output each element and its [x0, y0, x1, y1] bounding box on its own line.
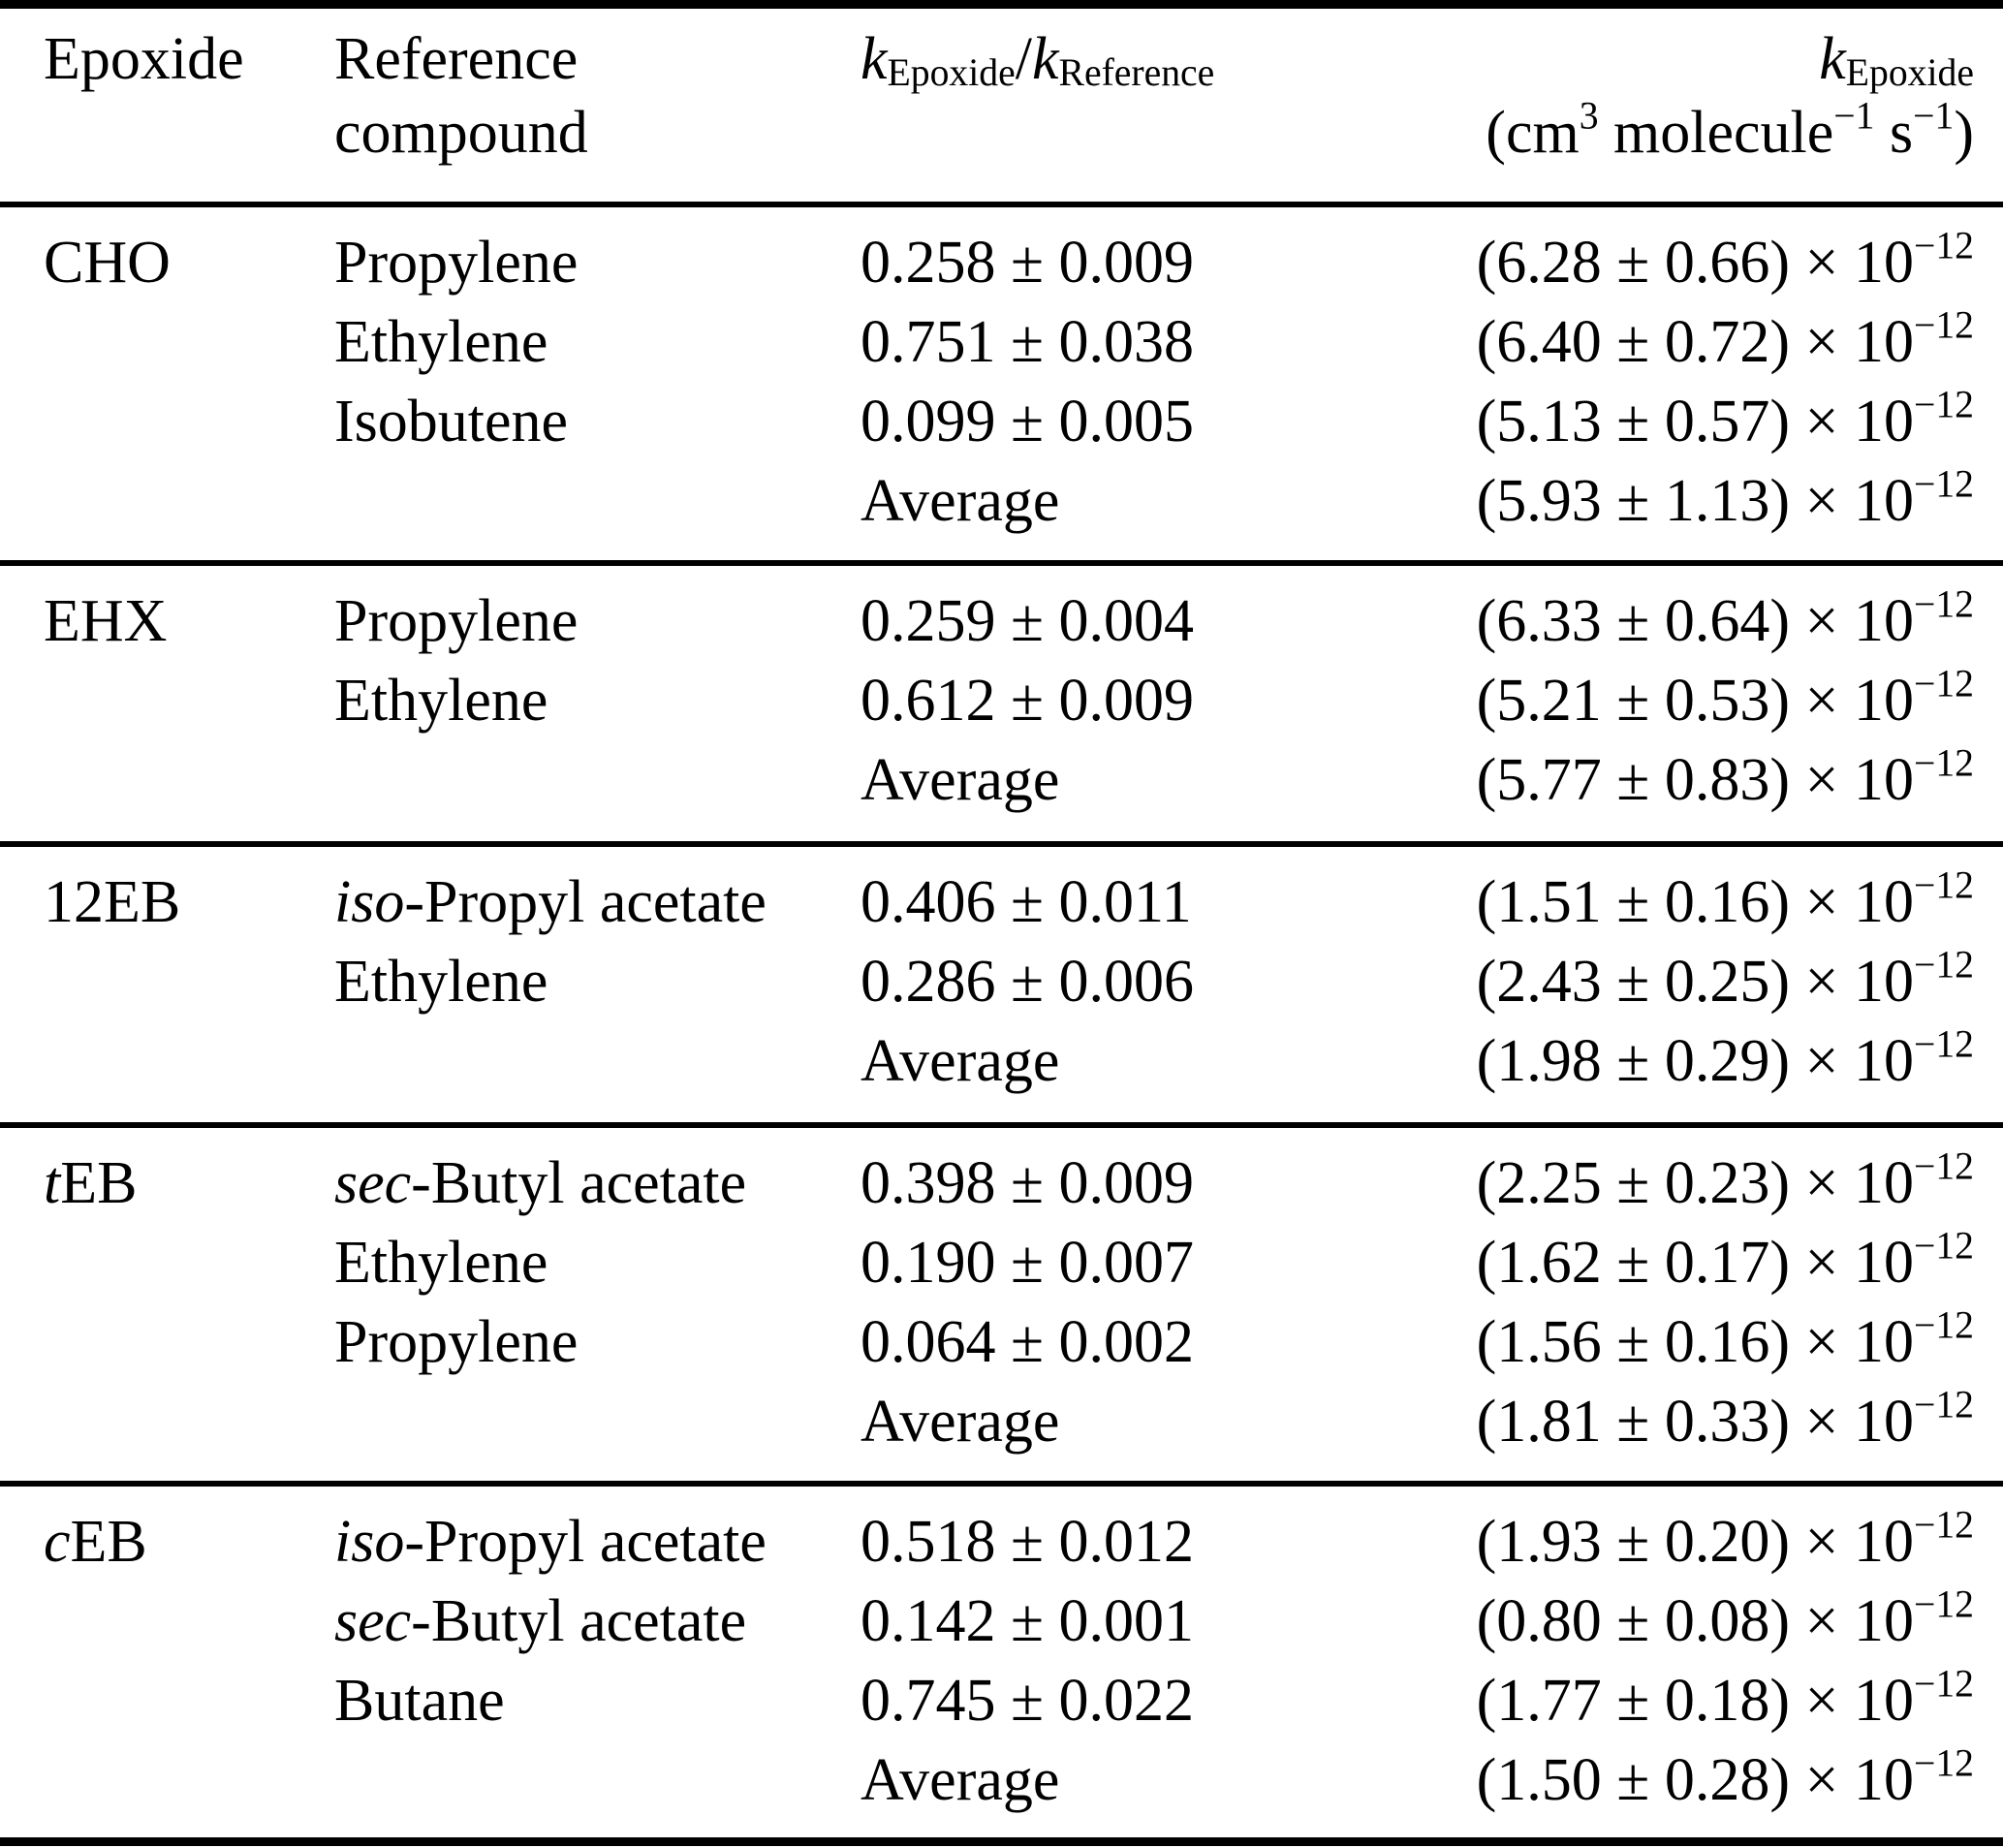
epoxide-cell: CHO	[44, 230, 171, 296]
epoxide-cell: tEB	[44, 1150, 138, 1216]
rate-cell: (1.51 ± 0.16) × 10−12	[1476, 863, 1974, 935]
rate-cell: (6.40 ± 0.72) × 10−12	[1476, 303, 1974, 375]
table-row-average: Average (1.81 ± 0.33) × 10−12	[44, 1382, 1974, 1461]
rate-cell: (1.62 ± 0.17) × 10−12	[1476, 1224, 1974, 1296]
rate-cell: (1.98 ± 0.29) × 10−12	[1476, 1022, 1974, 1094]
table-row-average: Average (1.50 ± 0.28) × 10−12	[44, 1740, 1974, 1820]
table-row: CHO Propylene 0.258 ± 0.009 (6.28 ± 0.66…	[44, 223, 1974, 302]
table-row: Ethylene 0.286 ± 0.006 (2.43 ± 0.25) × 1…	[44, 942, 1974, 1021]
table-row-average: Average (5.93 ± 1.13) × 10−12	[44, 461, 1974, 541]
ratio-cell: 0.142 ± 0.001	[861, 1588, 1195, 1654]
rate-cell: (1.77 ± 0.18) × 10−12	[1476, 1662, 1974, 1734]
ratio-cell: 0.751 ± 0.038	[861, 309, 1195, 375]
table-row: Ethylene 0.190 ± 0.007 (1.62 ± 0.17) × 1…	[44, 1223, 1974, 1302]
reference-cell: Ethylene	[334, 668, 548, 734]
ratio-cell: 0.745 ± 0.022	[861, 1668, 1195, 1734]
table-row-average: Average (1.98 ± 0.29) × 10−12	[44, 1021, 1974, 1101]
average-label: Average	[861, 1747, 1060, 1813]
header-rate-constant: kEpoxide (cm3 molecule−1 s−1)	[1486, 22, 1974, 202]
rate-cell: (2.43 ± 0.25) × 10−12	[1476, 943, 1974, 1015]
reference-cell: sec-Butyl acetate	[334, 1588, 747, 1654]
average-label: Average	[861, 468, 1060, 534]
top-rule	[0, 0, 2003, 9]
table-row: Butane 0.745 ± 0.022 (1.77 ± 0.18) × 10−…	[44, 1661, 1974, 1740]
reference-cell: Ethylene	[334, 949, 548, 1015]
table-row: Ethylene 0.751 ± 0.038 (6.40 ± 0.72) × 1…	[44, 302, 1974, 382]
rate-cell: (0.80 ± 0.08) × 10−12	[1476, 1582, 1974, 1654]
block-rule	[0, 841, 2003, 847]
rate-cell: (5.21 ± 0.53) × 10−12	[1476, 662, 1974, 734]
header-rule	[0, 202, 2003, 207]
table-row: tEB sec-Butyl acetate 0.398 ± 0.009 (2.2…	[44, 1143, 1974, 1223]
ratio-cell: 0.612 ± 0.009	[861, 668, 1195, 734]
reference-cell: Propylene	[334, 230, 579, 296]
reference-cell: Propylene	[334, 1309, 579, 1375]
block-teb: tEB sec-Butyl acetate 0.398 ± 0.009 (2.2…	[0, 1128, 2003, 1481]
reference-cell: Isobutene	[334, 389, 569, 454]
ratio-cell: 0.258 ± 0.009	[861, 230, 1195, 296]
table-header-row: Epoxide Reference compound kEpoxide/kRef…	[0, 9, 2003, 202]
block-cho: CHO Propylene 0.258 ± 0.009 (6.28 ± 0.66…	[0, 207, 2003, 560]
rate-cell: (5.93 ± 1.13) × 10−12	[1476, 462, 1974, 534]
rate-cell: (1.81 ± 0.33) × 10−12	[1476, 1383, 1974, 1455]
rate-cell: (5.13 ± 0.57) × 10−12	[1476, 383, 1974, 454]
rate-cell: (6.28 ± 0.66) × 10−12	[1476, 224, 1974, 296]
table-row-average: Average (5.77 ± 0.83) × 10−12	[44, 740, 1974, 820]
reference-cell: iso-Propyl acetate	[334, 1509, 767, 1575]
header-units: (cm3 molecule−1 s−1)	[1486, 94, 1974, 166]
ratio-cell: 0.286 ± 0.006	[861, 949, 1195, 1015]
table-row: Propylene 0.064 ± 0.002 (1.56 ± 0.16) × …	[44, 1302, 1974, 1382]
bottom-rule	[0, 1837, 2003, 1846]
table-row: 12EB iso-Propyl acetate 0.406 ± 0.011 (1…	[44, 862, 1974, 942]
rate-cell: (1.93 ± 0.20) × 10−12	[1476, 1503, 1974, 1575]
table-row: Ethylene 0.612 ± 0.009 (5.21 ± 0.53) × 1…	[44, 661, 1974, 740]
block-rule	[0, 560, 2003, 566]
reference-cell: Butane	[334, 1668, 505, 1734]
rate-cell: (1.56 ± 0.16) × 10−12	[1476, 1303, 1974, 1375]
table-row: Isobutene 0.099 ± 0.005 (5.13 ± 0.57) × …	[44, 382, 1974, 461]
ratio-cell: 0.099 ± 0.005	[861, 389, 1195, 454]
ratio-cell: 0.064 ± 0.002	[861, 1309, 1195, 1375]
rate-cell: (6.33 ± 0.64) × 10−12	[1476, 582, 1974, 654]
average-label: Average	[861, 1028, 1060, 1094]
ratio-cell: 0.518 ± 0.012	[861, 1509, 1195, 1575]
epoxide-cell: EHX	[44, 588, 168, 654]
header-epoxide: Epoxide	[44, 26, 244, 92]
block-12eb: 12EB iso-Propyl acetate 0.406 ± 0.011 (1…	[0, 847, 2003, 1122]
table-row: sec-Butyl acetate 0.142 ± 0.001 (0.80 ± …	[44, 1582, 1974, 1661]
header-rate-ratio: kEpoxide/kReference	[861, 26, 1215, 95]
header-reference-compound: Reference compound	[334, 26, 588, 166]
ratio-cell: 0.398 ± 0.009	[861, 1150, 1195, 1216]
table-row: EHX Propylene 0.259 ± 0.004 (6.33 ± 0.64…	[44, 581, 1974, 661]
reference-cell: iso-Propyl acetate	[334, 869, 767, 935]
rate-cell: (5.77 ± 0.83) × 10−12	[1476, 741, 1974, 813]
reference-cell: Ethylene	[334, 309, 548, 375]
block-rule	[0, 1122, 2003, 1128]
average-label: Average	[861, 747, 1060, 813]
ratio-cell: 0.190 ± 0.007	[861, 1230, 1195, 1296]
reference-cell: Ethylene	[334, 1230, 548, 1296]
average-label: Average	[861, 1389, 1060, 1455]
rate-cell: (2.25 ± 0.23) × 10−12	[1476, 1144, 1974, 1216]
block-ceb: cEB iso-Propyl acetate 0.518 ± 0.012 (1.…	[0, 1487, 2003, 1837]
ratio-cell: 0.259 ± 0.004	[861, 588, 1195, 654]
rate-cell: (1.50 ± 0.28) × 10−12	[1476, 1741, 1974, 1813]
block-rule	[0, 1481, 2003, 1487]
reference-cell: Propylene	[334, 588, 579, 654]
block-ehx: EHX Propylene 0.259 ± 0.004 (6.33 ± 0.64…	[0, 566, 2003, 841]
epoxide-cell: cEB	[44, 1509, 147, 1575]
epoxide-cell: 12EB	[44, 869, 181, 935]
ratio-cell: 0.406 ± 0.011	[861, 869, 1192, 935]
reference-cell: sec-Butyl acetate	[334, 1150, 747, 1216]
table-row: cEB iso-Propyl acetate 0.518 ± 0.012 (1.…	[44, 1502, 1974, 1582]
